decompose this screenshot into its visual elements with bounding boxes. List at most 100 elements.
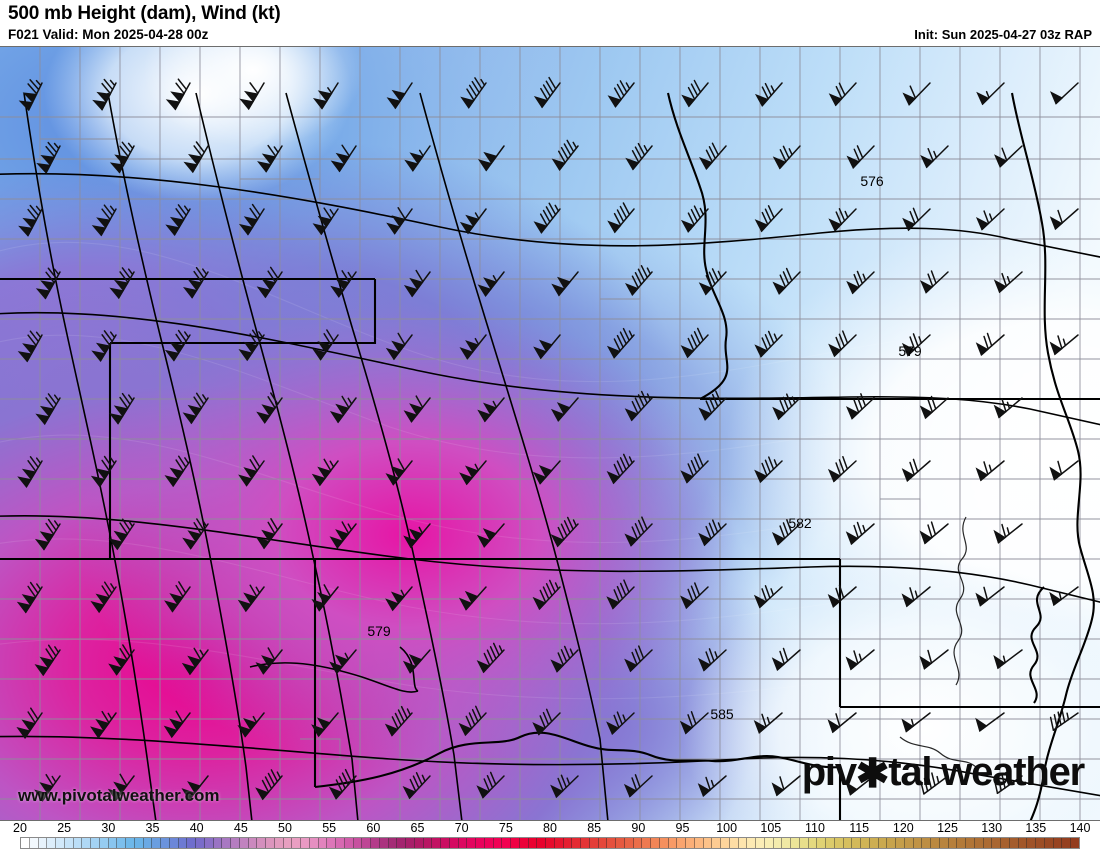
wind-barb — [680, 205, 709, 233]
wind-barb — [680, 327, 709, 359]
colorbar-swatch — [861, 838, 870, 848]
colorbar-tick: 60 — [366, 821, 381, 835]
wind-barb — [993, 271, 1023, 294]
colorbar-swatch — [554, 838, 564, 848]
wind-barb — [845, 521, 875, 546]
colorbar-swatch — [642, 838, 651, 848]
colorbar-swatch — [196, 838, 205, 848]
wind-barb — [993, 397, 1023, 419]
wind-barb — [328, 768, 357, 800]
wind-barb — [256, 266, 283, 299]
colorbar-swatch — [852, 838, 861, 848]
colorbar-tick: 135 — [1025, 821, 1047, 835]
colorbar-swatch — [213, 838, 223, 848]
site-url-watermark: www.pivotalweather.com — [18, 786, 220, 805]
wind-barb — [754, 205, 783, 233]
colorbar-swatch — [117, 838, 126, 848]
colorbar-swatch — [1036, 838, 1045, 848]
wind-barb — [403, 269, 431, 298]
wind-barb — [477, 271, 505, 297]
colorbar-swatch — [379, 838, 389, 848]
wind-barb — [772, 393, 801, 421]
wind-barb — [476, 642, 505, 674]
wind-barb — [403, 395, 431, 423]
rivers — [899, 516, 977, 768]
wind-barb — [255, 769, 283, 801]
wind-barb — [17, 456, 43, 488]
colorbar-swatch — [756, 838, 765, 848]
colorbar-swatch — [992, 838, 1001, 848]
colorbar-swatch — [572, 838, 581, 848]
pivotal-weather-logo: piv✱tal weather — [802, 750, 1085, 794]
wind-barb — [550, 645, 579, 673]
wind-barb — [902, 82, 931, 106]
colorbar-swatch — [1009, 838, 1019, 848]
wind-barb — [330, 144, 357, 173]
wind-barb — [754, 456, 783, 484]
colorbar-swatch — [659, 838, 669, 848]
colorbar-swatch — [983, 838, 993, 848]
wind-barb — [606, 579, 635, 610]
wind-barb — [771, 775, 801, 797]
colorbar-swatch — [406, 838, 415, 848]
colorbar-swatch — [362, 838, 371, 848]
wind-barbs — [16, 76, 1079, 802]
colorbar-swatch — [817, 838, 826, 848]
map-header: 500 mb Height (dam), Wind (kt) F021 Vali… — [0, 0, 1100, 46]
colorbar-swatch — [222, 838, 231, 848]
wind-barb — [238, 329, 265, 362]
colorbar-swatch — [38, 838, 48, 848]
colorbar-swatch — [563, 838, 573, 848]
wind-barb — [311, 458, 339, 487]
colorbar-swatch — [738, 838, 748, 848]
colorbar-swatch — [668, 838, 678, 848]
wind-barb — [697, 648, 727, 672]
colorbar-swatch — [266, 838, 275, 848]
colorbar-swatch — [511, 838, 520, 848]
wind-barb — [255, 647, 283, 675]
logo-text-part2: tal weather — [888, 750, 1085, 794]
contour-label: 579 — [367, 623, 391, 639]
wind-barb — [975, 332, 1005, 357]
contour-label: 582 — [788, 515, 812, 531]
wind-barb — [237, 712, 265, 738]
wind-barb — [91, 204, 117, 237]
wind-barb — [679, 711, 709, 735]
colorbar-swatch — [686, 838, 695, 848]
wind-barb — [920, 145, 949, 169]
wind-barb — [753, 585, 783, 609]
colorbar-tick: 80 — [543, 821, 557, 835]
wind-barb — [312, 329, 339, 361]
map-graphic: 576 579 582 585 579 — [0, 47, 1100, 820]
wind-speed-colorbar[interactable]: 20 25 30 35 40 45 50 55 60 65 70 75 80 85 90 95 100 105 11… — [0, 821, 1100, 850]
colorbar-swatch — [388, 838, 398, 848]
colorbar-tick: 110 — [805, 821, 825, 835]
colorbar-swatch — [152, 838, 161, 848]
page-title: 500 mb Height (dam), Wind (kt) — [8, 3, 281, 24]
colorbar-swatch — [537, 838, 546, 848]
map-canvas[interactable]: 576 579 582 585 579 www.pivotalweather.com p… — [0, 46, 1100, 821]
wind-barb — [108, 518, 135, 551]
wind-barb — [237, 584, 265, 613]
colorbar-swatch — [843, 838, 853, 848]
colorbar-swatch — [589, 838, 599, 848]
wind-barb — [901, 458, 931, 482]
colorbar-swatch — [301, 838, 310, 848]
colorbar-tick: 50 — [278, 821, 292, 835]
wind-barb — [827, 584, 857, 608]
colorbar-swatch — [651, 838, 660, 848]
colorbar-swatch — [283, 838, 293, 848]
colorbar-swatch — [414, 838, 424, 848]
wind-barb — [846, 145, 875, 169]
colorbar-swatch — [441, 838, 450, 848]
wind-barb — [384, 705, 413, 737]
wind-barb — [828, 330, 857, 358]
wind-barb — [92, 78, 117, 111]
colorbar-tick: 140 — [1069, 821, 1091, 835]
colorbar-swatch — [292, 838, 301, 848]
wind-barb — [771, 647, 801, 672]
wind-barb — [975, 208, 1005, 231]
colorbar-swatch — [729, 838, 739, 848]
colorbar-swatch — [974, 838, 984, 848]
